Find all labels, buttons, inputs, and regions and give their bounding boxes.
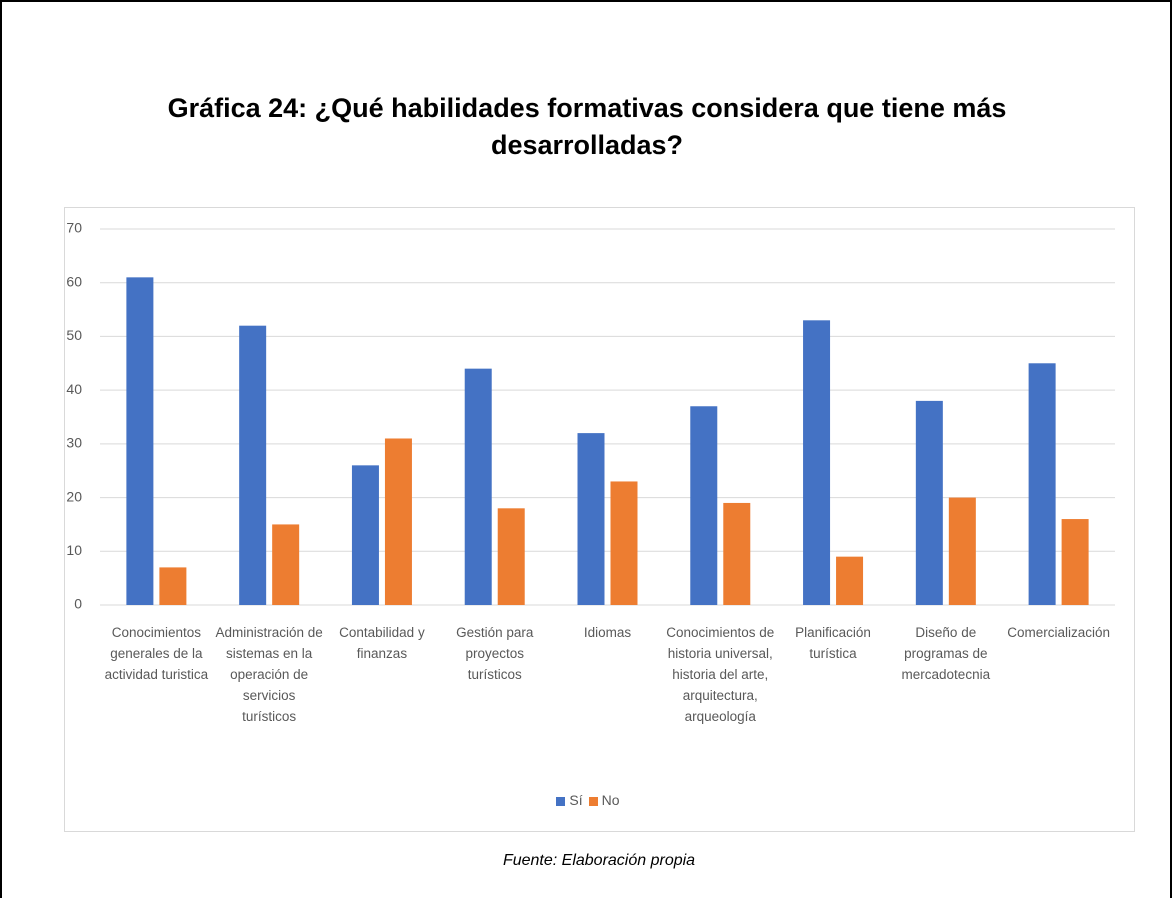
- legend: Sí No: [2, 792, 1172, 808]
- legend-label: Sí: [569, 792, 583, 808]
- legend-item: No: [588, 792, 620, 808]
- y-tick-label: 30: [66, 435, 82, 451]
- bar: [610, 481, 638, 605]
- legend-swatch: [588, 796, 598, 806]
- y-tick-label: 40: [66, 381, 82, 397]
- x-tick-label: Idiomas: [583, 625, 632, 640]
- x-tick-label: Gestión para proyectos turísticos: [456, 625, 534, 682]
- x-tick-label: Planificación turística: [795, 625, 871, 661]
- x-tick-label: Administración de sistemas en la operaci…: [215, 625, 323, 724]
- bar: [351, 465, 379, 605]
- bar: [803, 320, 831, 605]
- source: Fuente: Elaboración propia: [502, 852, 696, 869]
- bar: [497, 508, 525, 605]
- bar: [464, 368, 492, 605]
- y-tick-label: 60: [66, 273, 82, 289]
- y-tick-label: 70: [66, 220, 82, 236]
- bar: [948, 497, 976, 605]
- bar: [723, 502, 751, 605]
- bar: [577, 433, 605, 605]
- legend-label: No: [601, 792, 620, 808]
- x-tick-label: Diseño de programas de mercadotecnia: [901, 625, 991, 682]
- y-tick-label: 20: [66, 488, 82, 504]
- x-tick-label: Conocimientos de historia universal, his…: [666, 625, 775, 724]
- y-tick-label: 0: [74, 596, 82, 612]
- y-tick-label: 50: [66, 327, 82, 343]
- legend-swatch: [556, 796, 566, 806]
- bar: [272, 524, 300, 605]
- bar: [384, 438, 412, 605]
- x-tick-label: Conocimientos generales de la actividad …: [104, 625, 209, 682]
- bar: [836, 556, 864, 605]
- bar: [1028, 363, 1056, 605]
- bar: [690, 406, 718, 605]
- bar: [1061, 519, 1089, 605]
- bar: [126, 277, 154, 605]
- x-tick-label: Contabilidad y finanzas: [339, 625, 425, 661]
- chart-title: Gráfica 24: ¿Qué habilidades formativas …: [167, 93, 1007, 160]
- bar: [239, 325, 267, 605]
- x-tick-label: Comercialización: [1007, 625, 1110, 640]
- bar: [915, 400, 943, 605]
- bar: [159, 567, 187, 605]
- y-tick-label: 10: [66, 542, 82, 558]
- chart-frame: [64, 207, 1135, 832]
- legend-item: Sí: [556, 792, 583, 808]
